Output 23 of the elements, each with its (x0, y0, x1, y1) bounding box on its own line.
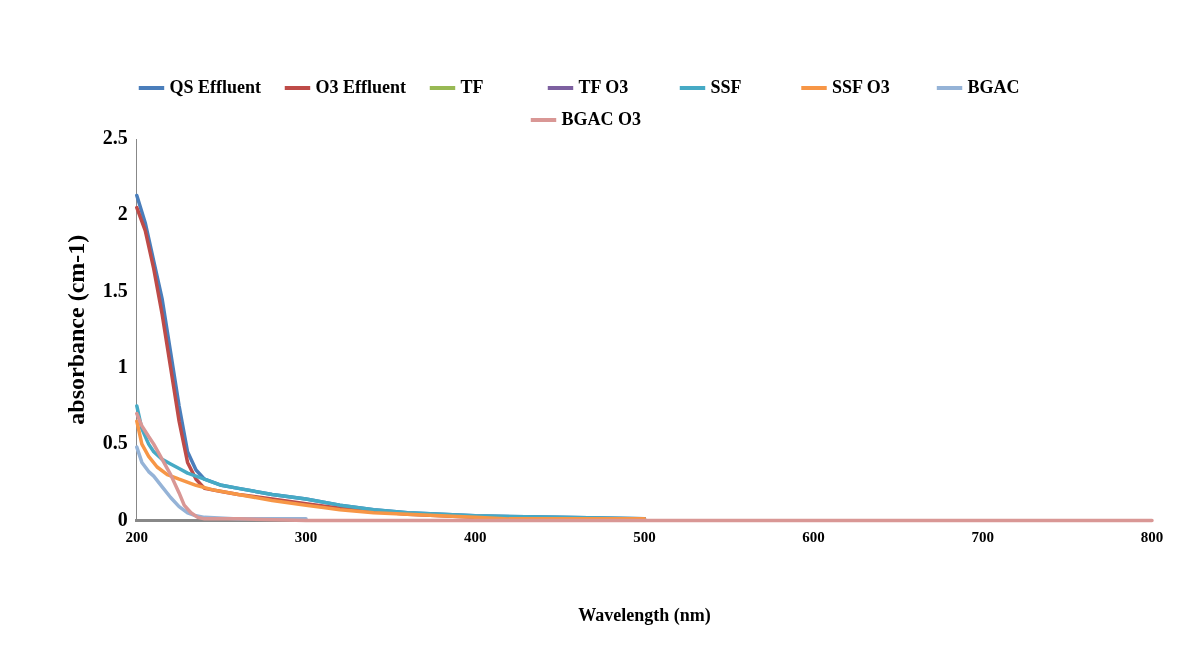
y-tick-label: 2 (117, 202, 128, 225)
y-tick-label: 0 (117, 507, 128, 530)
legend-label: SSF (710, 76, 791, 97)
y-tick-label: 0.5 (102, 431, 128, 454)
legend-label: TF (460, 76, 537, 97)
x-tick-label: 500 (633, 529, 656, 546)
x-axis-title: Wavelength (nm) (578, 604, 711, 626)
x-tick-label: 700 (971, 529, 995, 546)
y-axis-title: absorbance (cm-1) (62, 234, 89, 425)
legend-label: TF O3 (578, 76, 669, 97)
legend-label: O3 Effluent (315, 76, 420, 97)
y-tick-label: 1.5 (102, 278, 128, 301)
legend-label: BGAC O3 (561, 108, 673, 129)
legend-label: QS Effluent (169, 76, 275, 97)
x-tick-label: 300 (294, 529, 318, 546)
y-tick-label: 2.5 (102, 126, 128, 149)
legend-label: SSF O3 (832, 76, 926, 97)
legend-label: BGAC (967, 76, 1065, 97)
x-tick-label: 600 (802, 529, 825, 546)
x-tick-label: 200 (125, 529, 149, 546)
y-tick-label: 1 (117, 355, 128, 378)
x-tick-label: 400 (463, 529, 487, 546)
x-tick-label: 800 (1140, 529, 1164, 546)
